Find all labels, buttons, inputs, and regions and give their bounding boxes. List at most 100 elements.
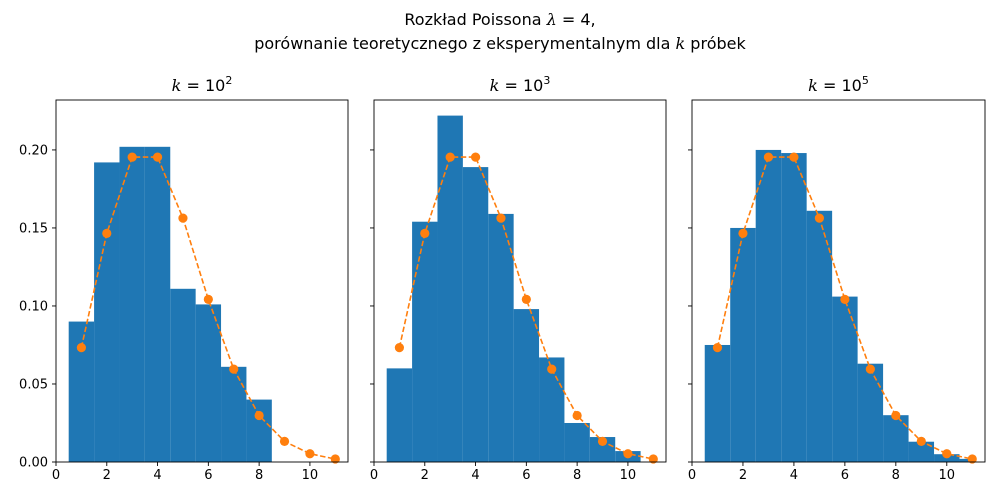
x-tick-label: 10 bbox=[939, 468, 956, 483]
theoretical-point bbox=[623, 449, 633, 459]
theoretical-point bbox=[967, 454, 977, 464]
x-tick-label: 0 bbox=[688, 468, 696, 483]
theoretical-point bbox=[916, 436, 926, 447]
x-tick-label: 0 bbox=[370, 468, 378, 483]
axes-frame bbox=[373, 99, 667, 463]
panel-title-eq: = 10 bbox=[818, 76, 862, 95]
theoretical-point bbox=[865, 364, 875, 374]
histogram-bar bbox=[119, 146, 145, 462]
theoretical-point bbox=[445, 152, 455, 162]
histogram-bar bbox=[462, 167, 489, 462]
histogram-bar bbox=[806, 210, 833, 462]
theoretical-line bbox=[80, 156, 336, 460]
panel-title-var: k bbox=[490, 76, 500, 95]
subtitle-text-pre: porównanie teoretycznego z eksperymental… bbox=[254, 34, 676, 53]
theoretical-point bbox=[305, 449, 315, 459]
figure-title-line-2: porównanie teoretycznego z eksperymental… bbox=[0, 36, 1000, 52]
theoretical-point bbox=[738, 228, 748, 239]
theoretical-point bbox=[76, 343, 86, 353]
x-tick-label: 0 bbox=[52, 468, 60, 483]
theoretical-point bbox=[279, 436, 290, 447]
lambda-symbol: λ bbox=[546, 10, 557, 29]
histogram-bar bbox=[94, 162, 120, 462]
histogram-bar bbox=[437, 115, 463, 462]
x-tick-label: 8 bbox=[892, 468, 900, 483]
theoretical-point bbox=[102, 228, 112, 239]
lambda-value: = 4, bbox=[556, 10, 596, 29]
histogram-bar bbox=[857, 363, 884, 462]
theoretical-point bbox=[521, 294, 531, 305]
theoretical-point bbox=[152, 152, 163, 162]
theoretical-point bbox=[763, 152, 774, 162]
theoretical-point bbox=[712, 343, 723, 353]
x-tick-label: 10 bbox=[620, 468, 637, 483]
theoretical-point bbox=[330, 454, 340, 464]
histogram-bar bbox=[564, 422, 590, 462]
histogram-bar bbox=[246, 399, 272, 462]
histogram-bar bbox=[959, 458, 973, 462]
theoretical-point bbox=[127, 152, 137, 162]
histogram-bar bbox=[781, 153, 807, 462]
theoretical-point bbox=[420, 228, 430, 239]
axes-frame bbox=[55, 99, 349, 463]
theoretical-point bbox=[547, 364, 557, 374]
figure-title-text: Rozkład Poissona bbox=[404, 10, 547, 29]
panel-title-eq: = 10 bbox=[499, 76, 543, 95]
theoretical-point bbox=[229, 364, 239, 374]
panel-title-var: k bbox=[172, 76, 182, 95]
theoretical-point bbox=[572, 410, 582, 421]
subtitle-text-post: próbek bbox=[685, 34, 746, 53]
histogram-bar bbox=[170, 288, 196, 462]
theoretical-point bbox=[394, 343, 404, 353]
x-tick-label: 4 bbox=[471, 468, 479, 483]
k-symbol: k bbox=[675, 34, 686, 53]
y-tick-label: 0.10 bbox=[19, 299, 48, 314]
histogram-bar bbox=[221, 366, 247, 462]
histogram-bar bbox=[412, 221, 438, 462]
theoretical-point bbox=[648, 454, 658, 464]
x-tick-label: 2 bbox=[739, 468, 747, 483]
x-tick-label: 2 bbox=[421, 468, 429, 483]
theoretical-point bbox=[814, 213, 824, 223]
theoretical-line bbox=[398, 156, 654, 460]
x-tick-label: 6 bbox=[204, 468, 212, 483]
histogram-bar bbox=[755, 149, 782, 462]
x-tick-label: 10 bbox=[302, 468, 319, 483]
histogram-bar bbox=[883, 415, 909, 462]
theoretical-point bbox=[840, 294, 850, 305]
theoretical-point bbox=[942, 449, 952, 459]
histogram-bar bbox=[68, 321, 95, 462]
x-tick-label: 6 bbox=[522, 468, 530, 483]
theoretical-point bbox=[891, 410, 901, 421]
theoretical-point bbox=[254, 410, 264, 421]
theoretical-point bbox=[789, 152, 799, 162]
panel-title-eq: = 10 bbox=[181, 76, 225, 95]
theoretical-point bbox=[203, 294, 213, 305]
y-tick-label: 0.20 bbox=[19, 143, 48, 158]
histogram-bar bbox=[144, 146, 171, 462]
x-tick-label: 6 bbox=[841, 468, 849, 483]
histogram-bar bbox=[195, 304, 222, 462]
panel-title-exponent: 2 bbox=[225, 74, 232, 87]
panel-title: k = 102 bbox=[172, 74, 233, 95]
chart-panel-1: 0 2 4 6 8 10 0.00 0.05 0.10 0.15 0.20 k = 102 bbox=[19, 74, 349, 483]
histogram-bar bbox=[908, 441, 935, 462]
panel-title-var: k bbox=[808, 76, 818, 95]
panel-title-exponent: 3 bbox=[543, 74, 550, 87]
y-tick-label: 0.15 bbox=[19, 221, 48, 236]
x-tick-label: 8 bbox=[255, 468, 263, 483]
histogram-bar bbox=[832, 296, 858, 462]
panel-title-exponent: 5 bbox=[862, 74, 869, 87]
y-tick-label: 0.00 bbox=[19, 456, 48, 471]
histogram-bar bbox=[386, 368, 413, 462]
chart-panel-3: 0 2 4 6 8 10 k = 105 bbox=[688, 74, 986, 483]
y-tick-label: 0.05 bbox=[19, 377, 48, 392]
theoretical-point bbox=[178, 213, 188, 223]
x-tick-label: 4 bbox=[790, 468, 798, 483]
x-tick-label: 8 bbox=[573, 468, 581, 483]
theoretical-point bbox=[597, 436, 608, 447]
x-tick-label: 4 bbox=[153, 468, 161, 483]
theoretical-point bbox=[496, 213, 506, 223]
histogram-bar bbox=[488, 213, 514, 462]
histogram-bar bbox=[539, 357, 565, 462]
